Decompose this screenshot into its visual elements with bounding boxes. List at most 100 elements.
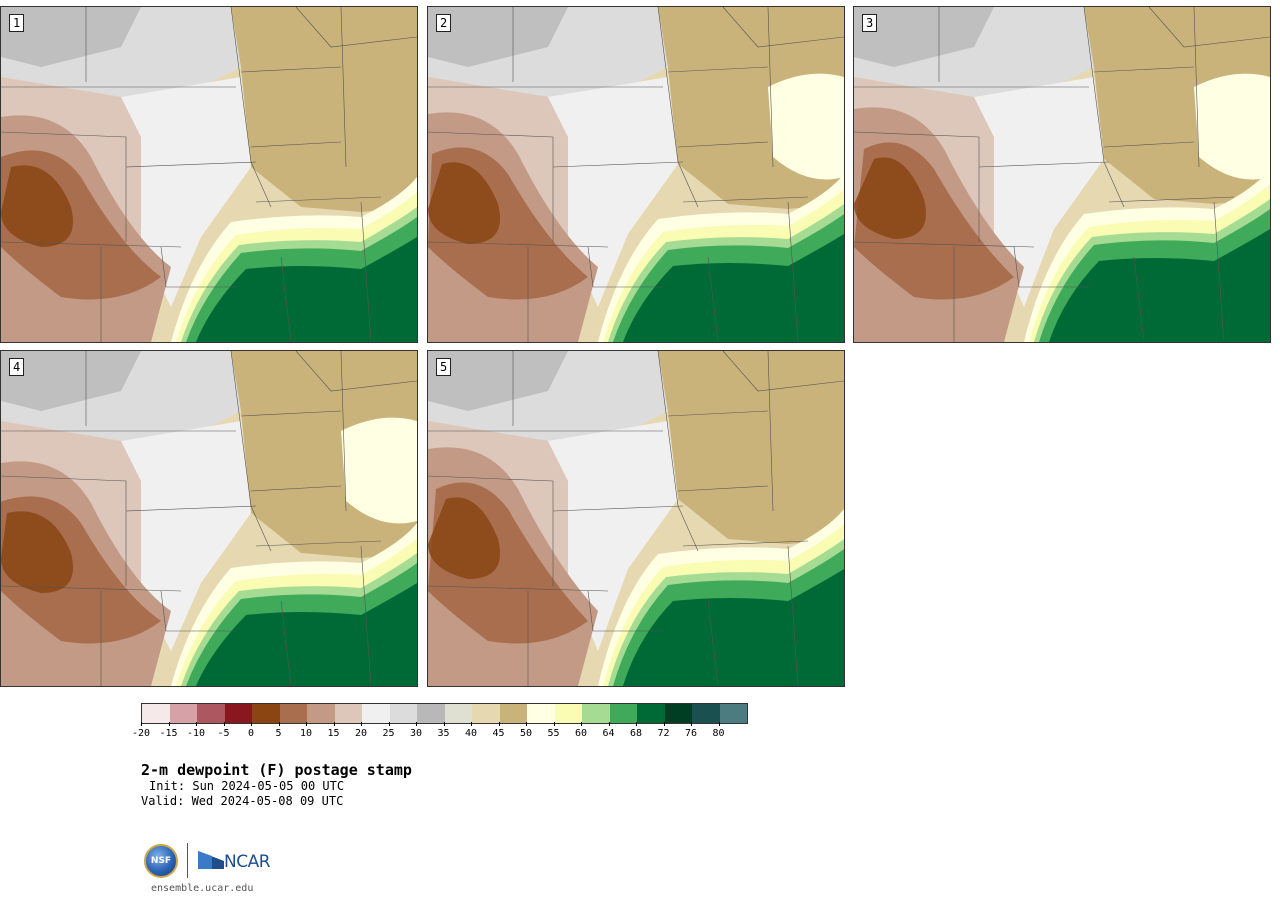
- state-boundary: [587, 246, 663, 288]
- dry-region: [1, 165, 73, 247]
- state-boundary: [280, 600, 292, 686]
- state-boundary: [1013, 246, 1089, 288]
- state-boundary: [722, 351, 844, 392]
- state-boundary: [707, 600, 719, 686]
- colorbar-swatch: [334, 704, 362, 723]
- colorbar-swatch: [444, 704, 472, 723]
- colorbar-tick-label: 50: [520, 722, 532, 739]
- state-boundary: [428, 585, 609, 592]
- state-boundary: [230, 351, 272, 552]
- state-boundary: [340, 351, 347, 512]
- state-boundary: [854, 241, 1035, 248]
- colorbar-tick-label: 60: [575, 722, 587, 739]
- dry-region: [428, 162, 500, 244]
- state-boundary: [677, 141, 769, 148]
- state-boundary: [1083, 7, 1125, 208]
- dry-region: [428, 7, 568, 67]
- moist-region: [658, 351, 844, 544]
- dewpoint-map: [1, 7, 417, 342]
- state-boundary: [428, 241, 609, 248]
- colorbar-swatch: [279, 704, 307, 723]
- state-boundary: [1, 475, 127, 586]
- state-boundary: [360, 545, 372, 686]
- state-boundary: [428, 475, 554, 586]
- state-boundary: [677, 485, 769, 492]
- colorbar-swatch: [527, 704, 555, 723]
- state-boundary: [722, 7, 844, 48]
- website-link[interactable]: ensemble.ucar.edu: [151, 883, 254, 894]
- moist-region: [623, 234, 844, 342]
- state-boundary: [787, 201, 799, 342]
- state-boundary: [978, 161, 1110, 168]
- state-boundary: [295, 351, 417, 392]
- colorbar-swatch: [664, 704, 692, 723]
- colorbar-tick-label: 15: [327, 722, 340, 739]
- dry-region: [121, 421, 251, 651]
- dewpoint-map: [854, 7, 1270, 342]
- colorbar: [141, 703, 748, 724]
- colorbar-tick-label: 68: [630, 722, 642, 739]
- moist-region: [623, 569, 844, 686]
- colorbar-tick-label: -20: [132, 722, 150, 739]
- panel-number: 1: [9, 14, 25, 32]
- state-boundary: [1213, 201, 1225, 342]
- colorbar-ticks: -20 -15 -10 -5 0 5 10 15 20 25 30 35 40 45 50 55 60 64 68 7…: [132, 722, 761, 742]
- colorbar-swatch: [142, 704, 170, 723]
- state-boundary: [125, 161, 257, 168]
- state-boundary: [1133, 256, 1145, 342]
- moist-region: [1049, 229, 1270, 342]
- state-boundary: [657, 351, 699, 552]
- ncar-logo-text: NCAR: [224, 852, 271, 872]
- stamp-panel-4: 4: [0, 350, 418, 687]
- dry-region: [1, 7, 141, 67]
- valid-time: Valid: Wed 2024-05-08 09 UTC: [141, 794, 344, 808]
- colorbar-swatch: [169, 704, 197, 723]
- panel-number: 5: [436, 358, 452, 376]
- moist-region: [196, 237, 417, 342]
- state-boundary: [552, 161, 684, 168]
- colorbar-tick-label: 20: [355, 722, 367, 739]
- moist-region: [768, 73, 844, 180]
- colorbar-tick-label: 5: [275, 722, 282, 739]
- colorbar-tick-label: 40: [465, 722, 477, 739]
- state-boundary: [340, 7, 347, 168]
- init-time: Init: Sun 2024-05-05 00 UTC: [149, 779, 345, 793]
- dry-region: [548, 77, 678, 307]
- colorbar-tick-label: 72: [657, 722, 670, 739]
- state-boundary: [854, 131, 980, 242]
- state-boundary: [552, 505, 684, 512]
- stamp-panel-3: 3: [853, 6, 1271, 343]
- panel-number: 4: [9, 358, 25, 376]
- colorbar-tick-label: 35: [437, 722, 450, 739]
- panel-number: 3: [862, 14, 878, 32]
- dry-region: [121, 77, 251, 307]
- colorbar-tick-label: 25: [382, 722, 395, 739]
- colorbar-swatch: [389, 704, 417, 723]
- state-boundary: [667, 66, 769, 73]
- dry-region: [854, 7, 994, 67]
- state-boundary: [360, 201, 372, 342]
- state-boundary: [428, 131, 554, 242]
- moist-region: [1194, 73, 1270, 180]
- colorbar-tick-label: 80: [712, 722, 725, 739]
- dry-region: [428, 351, 568, 411]
- state-boundary: [1093, 66, 1195, 73]
- state-boundary: [657, 7, 699, 208]
- chart-title: 2-m dewpoint (F) postage stamp: [141, 761, 412, 779]
- nsf-logo-icon: NSF: [144, 844, 178, 878]
- state-boundary: [250, 485, 342, 492]
- state-boundary: [160, 590, 236, 632]
- nsf-logo-text: NSF: [150, 856, 172, 866]
- state-boundary: [1103, 141, 1195, 148]
- logos: NSF NCAR: [144, 843, 274, 879]
- state-boundary: [767, 351, 774, 512]
- dry-region: [428, 497, 500, 579]
- dry-region: [1, 511, 73, 593]
- colorbar-swatch: [472, 704, 500, 723]
- colorbar-tick-label: -15: [159, 722, 178, 739]
- state-boundary: [1148, 7, 1270, 48]
- panel-number: 2: [436, 14, 452, 32]
- colorbar-tick-label: 55: [547, 722, 560, 739]
- colorbar-swatch: [554, 704, 582, 723]
- colorbar-swatch: [499, 704, 527, 723]
